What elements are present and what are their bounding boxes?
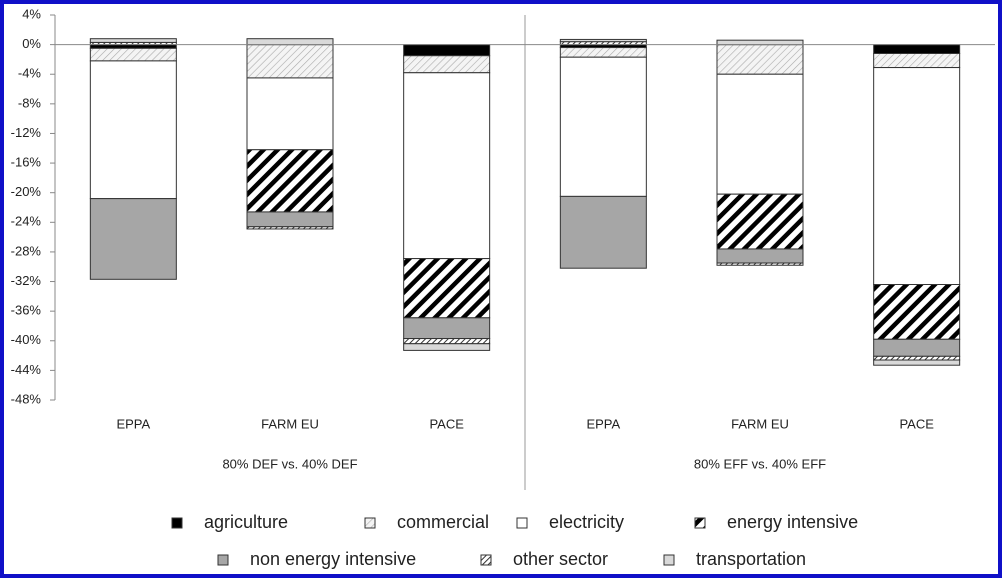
bar-segment <box>403 72 491 260</box>
x-tick-label: FARM EU <box>731 416 789 431</box>
bar-segment <box>559 38 647 43</box>
y-tick-label: -24% <box>11 214 42 229</box>
y-tick-label: -16% <box>11 155 42 170</box>
bar-segment <box>403 55 491 74</box>
legend-swatch <box>364 517 376 529</box>
bar-segment <box>89 38 177 43</box>
legend-label: electricity <box>549 512 624 532</box>
bar-segment <box>559 47 647 58</box>
group-label: 80% DEF vs. 40% DEF <box>222 456 357 471</box>
y-tick-label: -8% <box>18 95 42 110</box>
bar-segment <box>716 73 804 195</box>
legend-label: non energy intensive <box>250 549 416 569</box>
y-tick-label: -36% <box>11 303 42 318</box>
legend-swatch <box>480 554 492 566</box>
bar-segment <box>873 355 961 361</box>
bar-segment <box>403 338 491 345</box>
y-tick-label: -48% <box>11 391 42 406</box>
legend-label: transportation <box>696 549 806 569</box>
bar-segment <box>246 149 334 213</box>
bar-segment <box>403 44 491 57</box>
bar-segment <box>246 77 334 151</box>
x-tick-label: EPPA <box>116 416 150 431</box>
legend-swatch <box>171 517 183 529</box>
y-tick-label: 0% <box>22 36 41 51</box>
legend-swatch <box>516 517 528 529</box>
legend-label: commercial <box>397 512 489 532</box>
bar-segment <box>716 39 804 46</box>
bar-segment <box>873 359 961 366</box>
legend-label: agriculture <box>204 512 288 532</box>
bar-segment <box>89 198 177 280</box>
x-tick-label: PACE <box>429 416 464 431</box>
y-tick-label: 4% <box>22 6 41 21</box>
bar-segment <box>716 248 804 264</box>
bar-segment <box>873 284 961 340</box>
bar-segment <box>873 338 961 357</box>
x-tick-label: FARM EU <box>261 416 319 431</box>
legend-swatch <box>663 554 675 566</box>
bar-segment <box>559 195 647 269</box>
bar-segment <box>403 258 491 319</box>
bar-segment <box>246 44 334 79</box>
y-tick-label: -12% <box>11 125 42 140</box>
y-tick-label: -44% <box>11 362 42 377</box>
bar-segment <box>89 44 177 49</box>
bar-segment <box>873 44 961 54</box>
bar-segment <box>716 193 804 250</box>
bar-segment <box>559 56 647 197</box>
bar-segment <box>873 53 961 69</box>
bar-segment <box>403 317 491 340</box>
y-tick-label: -32% <box>11 273 42 288</box>
group-label: 80% EFF vs. 40% EFF <box>694 456 826 471</box>
legend-swatch <box>217 554 229 566</box>
bar-segment <box>246 226 334 230</box>
y-tick-label: -20% <box>11 184 42 199</box>
x-tick-label: PACE <box>899 416 934 431</box>
legend-label: other sector <box>513 549 608 569</box>
legend-label: energy intensive <box>727 512 858 532</box>
bar-segment <box>89 47 177 62</box>
bar-segment <box>716 262 804 266</box>
legend-swatch <box>694 517 706 529</box>
bar-segment <box>89 60 177 200</box>
y-tick-label: -40% <box>11 332 42 347</box>
y-tick-label: -4% <box>18 66 42 81</box>
y-tick-label: -28% <box>11 243 42 258</box>
bar-segment <box>716 44 804 75</box>
bar-segment <box>403 343 491 351</box>
bar-segment <box>246 211 334 228</box>
bar-segment <box>873 67 961 285</box>
x-tick-label: EPPA <box>586 416 620 431</box>
bar-segment <box>246 38 334 46</box>
